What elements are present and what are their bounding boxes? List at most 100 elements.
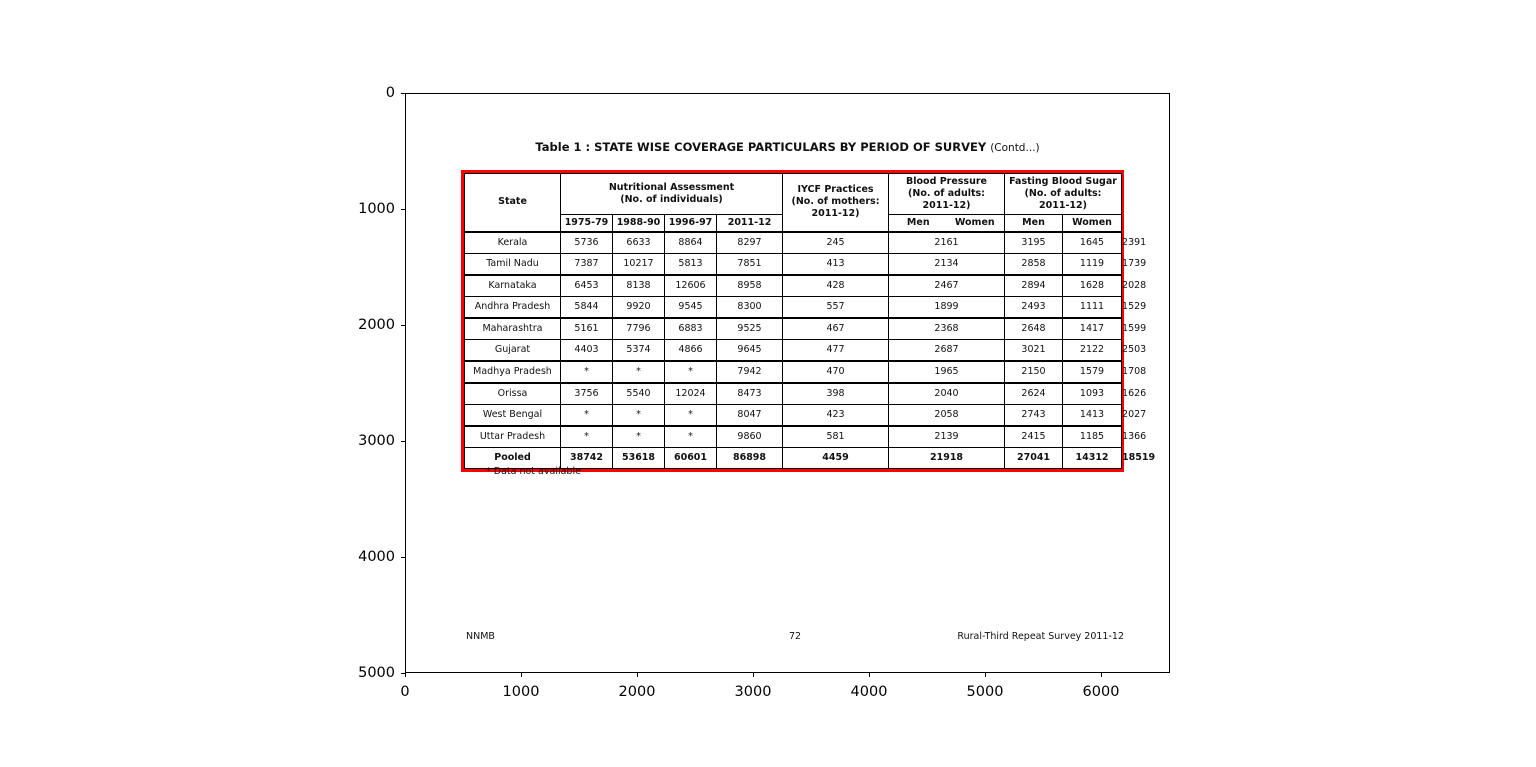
y-tick-label: 4000 (358, 549, 395, 565)
cell-1975-79: * (560, 403, 613, 426)
cell-2011-12: 8958 (715, 273, 784, 297)
cell-state: Uttar Pradesh (464, 424, 561, 448)
cell-fbs-men: 14312 (1062, 446, 1123, 469)
cell-2011-12: 8297 (715, 230, 784, 254)
header-bp-line1: Blood Pressure (906, 176, 987, 187)
header-blood-pressure: Blood Pressure (No. of adults: 2011-12) (888, 173, 1006, 215)
cell-fbs-men: 1413 (1062, 403, 1123, 426)
header-bp-line2: (No. of adults: (908, 187, 985, 199)
cell-iycf: 245 (782, 230, 890, 254)
cell-state: Kerala (464, 230, 561, 254)
header-iycf-practices: IYCF Practices (No. of mothers: 2011-12) (782, 173, 890, 232)
cell-1996-97: 8864 (664, 230, 717, 254)
cell-state: Andhra Pradesh (464, 295, 561, 318)
cell-bp-women: 2493 (1004, 295, 1064, 318)
cell-iycf: 413 (782, 252, 890, 275)
footer-right: Rural-Third Repeat Survey 2011-12 (957, 631, 1124, 642)
cell-iycf: 557 (782, 295, 890, 318)
cell-iycf: 4459 (782, 446, 890, 469)
cell-bp-women: 2150 (1004, 359, 1064, 383)
cell-fbs-men: 1185 (1062, 424, 1123, 448)
cell-1975-79: * (560, 424, 613, 448)
header-state-label: State (498, 196, 527, 208)
cell-1996-97: * (664, 424, 717, 448)
cell-2011-12: 8300 (715, 295, 784, 318)
cell-iycf: 581 (782, 424, 890, 448)
cell-2011-12: 8047 (715, 403, 784, 426)
cell-1996-97: * (664, 403, 717, 426)
header-year-1996-97: 1996-97 (664, 213, 717, 233)
cell-1996-97: * (664, 359, 717, 383)
x-tick-mark (869, 673, 870, 677)
cell-bp-men: 2040 (888, 381, 1006, 405)
cell-bp-men: 1965 (888, 359, 1006, 383)
footer-page-number: 72 (788, 631, 802, 642)
header-state: State (464, 173, 561, 232)
x-tick-mark (985, 673, 986, 677)
cell-bp-women: 2858 (1004, 252, 1064, 275)
cell-fbs-men: 1119 (1062, 252, 1123, 275)
cell-2011-12: 7942 (715, 359, 784, 383)
x-tick-mark (521, 673, 522, 677)
table-header-row-2: 1975-79 1988-90 1996-97 2011-12 Men Wome… (465, 213, 1123, 233)
x-tick-mark (405, 673, 406, 677)
table-row: Maharashtra 5161 7796 6883 9525 467 2368 2648 14… (464, 316, 1146, 340)
cell-state: Karnataka (464, 273, 561, 297)
table-row: Uttar Pradesh * * * 9860 581 2139 2415 1185 1366 (464, 424, 1146, 448)
header-year-2011-12: 2011-12 (715, 213, 784, 233)
header-year-1975-79: 1975-79 (560, 213, 613, 233)
cell-1975-79: 3756 (560, 381, 613, 405)
y-tick-label: 1000 (358, 201, 395, 217)
cell-1988-90: 5540 (612, 381, 665, 405)
cell-2011-12: 86898 (715, 446, 784, 469)
cell-1996-97: 5813 (664, 252, 717, 275)
cell-bp-men: 2134 (888, 252, 1006, 275)
cell-state: Pooled (464, 446, 561, 469)
y-tick-mark (401, 209, 405, 210)
cell-1975-79: 4403 (560, 338, 613, 361)
header-fasting-blood-sugar: Fasting Blood Sugar (No. of adults: 2011… (1004, 173, 1123, 215)
header-bp-men-women: Men Women (888, 213, 1006, 233)
cell-1988-90: * (612, 403, 665, 426)
table-row-pooled: Pooled 38742 53618 60601 86898 4459 21918 27041… (464, 446, 1155, 469)
cell-bp-women: 2648 (1004, 316, 1064, 340)
cell-bp-men: 2139 (888, 424, 1006, 448)
cell-bp-men: 21918 (888, 446, 1006, 469)
cell-fbs-men: 1093 (1062, 381, 1123, 405)
header-year-1988-90: 1988-90 (612, 213, 665, 233)
cell-1996-97: 4866 (664, 338, 717, 361)
table-row: Karnataka 6453 8138 12606 8958 428 2467 2894 162… (464, 273, 1146, 297)
cell-state: Madhya Pradesh (464, 359, 561, 383)
table-row: Andhra Pradesh 5844 9920 9545 8300 557 1899 249… (464, 295, 1146, 318)
table-row: Gujarat 4403 5374 4866 9645 477 2687 3021 2122 25… (464, 338, 1146, 361)
cell-bp-women: 2894 (1004, 273, 1064, 297)
header-bp-men: Men (906, 216, 930, 228)
header-nutritional-assessment: Nutritional Assessment (No. of individua… (559, 173, 784, 215)
y-tick-label: 2000 (358, 317, 395, 333)
table-title: Table 1 : STATE WISE COVERAGE PARTICULAR… (406, 140, 1169, 154)
cell-fbs-men: 1417 (1062, 316, 1123, 340)
cell-bp-women: 2624 (1004, 381, 1064, 405)
cell-fbs-men: 1628 (1062, 273, 1123, 297)
x-tick-label: 1000 (502, 684, 540, 700)
cell-1996-97: 60601 (664, 446, 717, 469)
cell-1988-90: 8138 (612, 273, 665, 297)
cell-state: Gujarat (464, 338, 561, 361)
cell-1975-79: 7387 (560, 252, 613, 275)
cell-1988-90: 9920 (612, 295, 665, 318)
x-tick-label: 2000 (618, 684, 656, 700)
cell-1988-90: 7796 (612, 316, 665, 340)
header-fbs-men: Men (1004, 213, 1064, 233)
cell-bp-men: 2467 (888, 273, 1006, 297)
cell-bp-men: 2058 (888, 403, 1006, 426)
table-row: Madhya Pradesh * * * 7942 470 1965 2150 1579 1708 (464, 359, 1146, 383)
y-tick-mark (401, 673, 405, 674)
table-row: Kerala 5736 6633 8864 8297 245 2161 3195 1645 239… (464, 230, 1146, 254)
cell-2011-12: 7851 (715, 252, 784, 275)
document-page: Table 1 : STATE WISE COVERAGE PARTICULAR… (406, 94, 1169, 672)
cell-iycf: 428 (782, 273, 890, 297)
cell-1975-79: 5161 (560, 316, 613, 340)
cell-2011-12: 9525 (715, 316, 784, 340)
cell-1988-90: 5374 (612, 338, 665, 361)
cell-iycf: 467 (782, 316, 890, 340)
